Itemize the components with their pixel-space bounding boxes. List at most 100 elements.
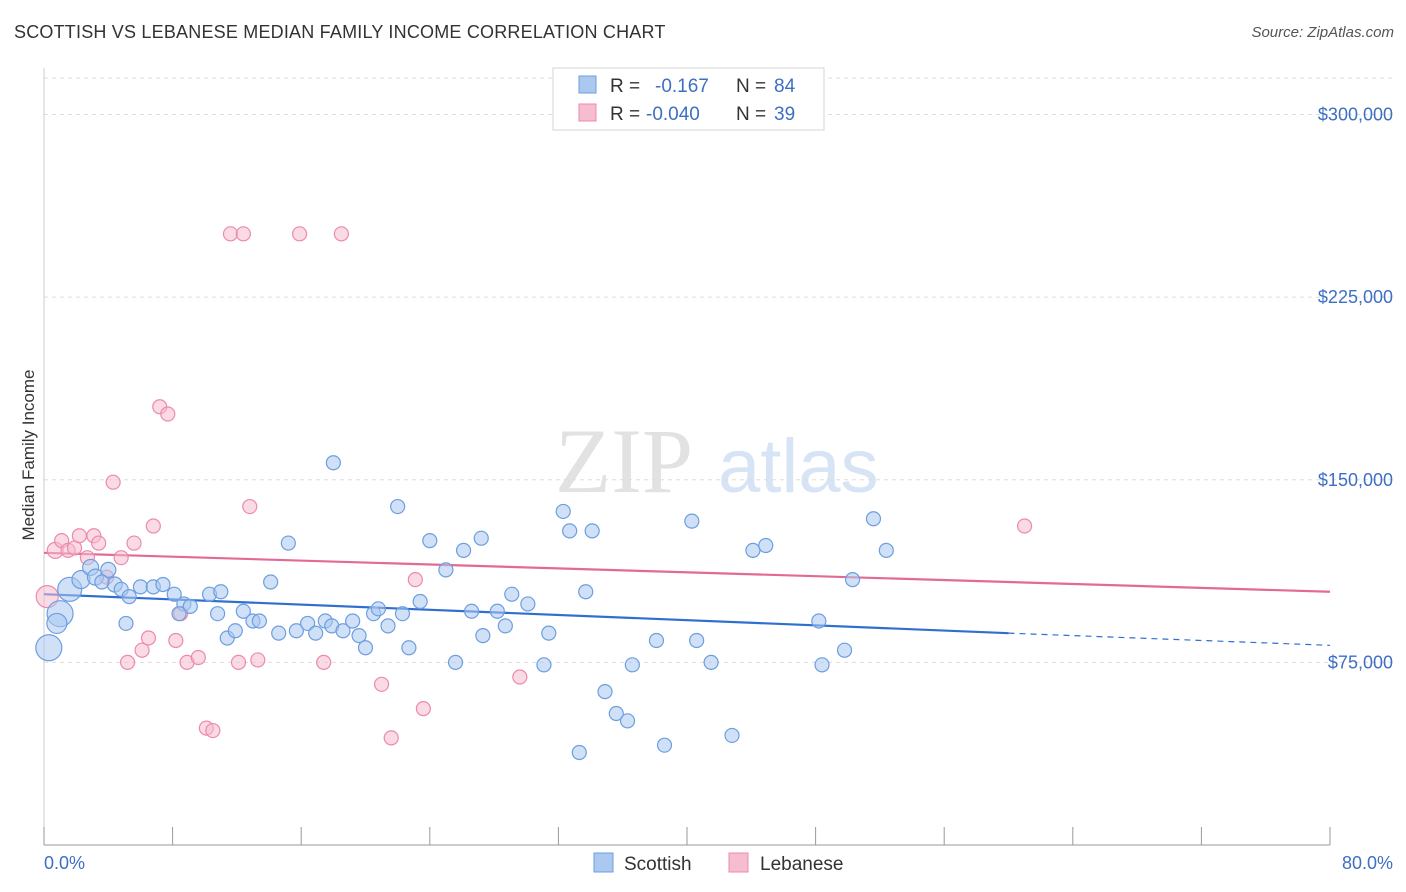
scottish-point-30	[308, 625, 324, 641]
scottish-point-81	[118, 615, 134, 632]
trend-lines	[43, 551, 1331, 646]
scottish-point-76	[814, 657, 830, 673]
y-tick-label-1: $150,000	[1318, 470, 1393, 490]
scottish-point-67	[648, 632, 665, 649]
legend-r-label-lebanese: R =	[610, 104, 640, 125]
scottish-point-62	[597, 683, 613, 700]
source-label: Source: ZipAtlas.com	[1251, 24, 1394, 41]
legend-n-label-scottish: N =	[736, 76, 766, 97]
bottom-legend-label-lebanese: Lebanese	[760, 854, 843, 875]
scottish-point-21	[227, 623, 243, 639]
legend-box	[552, 67, 825, 131]
scottish-point-79	[865, 511, 882, 527]
scottish-point-68	[656, 737, 673, 753]
bottom-legend-swatch-scottish	[593, 852, 614, 873]
scottish-point-26	[271, 625, 287, 641]
lebanese-point-31	[316, 654, 332, 670]
scottish-point-33	[325, 455, 341, 471]
lebanese-point-35	[407, 571, 423, 588]
scottish-point-37	[357, 640, 374, 656]
lebanese-point-38	[1016, 518, 1033, 534]
lebanese-point-13	[126, 535, 142, 551]
scottish-point-24	[251, 613, 268, 629]
legend-swatch-lebanese	[578, 103, 597, 122]
watermark-zip: ZIP	[555, 410, 693, 512]
lebanese-point-10	[105, 474, 121, 490]
scottish-point-48	[455, 542, 472, 558]
y-tick-label-0: $75,000	[1328, 652, 1393, 672]
y-axis-label: Median Family Income	[19, 369, 38, 540]
scottish-point-57	[541, 625, 557, 641]
scottish-point-80	[878, 542, 894, 558]
lebanese-point-34	[383, 730, 399, 746]
watermark: ZIP atlas	[555, 410, 879, 512]
lebanese-point-11	[113, 550, 129, 566]
scottish-point-46	[438, 562, 454, 578]
grid-lines	[44, 77, 1393, 663]
scottish-point-9	[94, 574, 110, 590]
scottish-point-61	[584, 523, 600, 539]
lebanese-point-33	[373, 676, 390, 692]
lebanese-point-15	[140, 630, 157, 646]
scottish-point-44	[412, 593, 428, 610]
scottish-point-47	[447, 654, 464, 670]
legend-n-label-lebanese: N =	[736, 104, 766, 125]
scottish-point-74	[758, 537, 774, 554]
scottish-point-49	[463, 603, 480, 619]
lebanese-point-27	[235, 226, 251, 242]
scottish-point-75	[811, 613, 827, 629]
scottish-point-83	[213, 584, 229, 600]
legend-r-label-scottish: R =	[610, 76, 640, 97]
scottish-point-34	[335, 623, 351, 639]
x-tick-label-max: 80.0%	[1342, 853, 1393, 873]
lebanese-point-12	[119, 654, 136, 670]
bottom-legend-label-scottish: Scottish	[624, 854, 692, 875]
scottish-point-54	[504, 586, 520, 602]
lebanese-point-19	[168, 632, 184, 649]
lebanese-point-8	[91, 535, 107, 551]
scottish-point-35	[345, 613, 361, 629]
series-lebanese-points	[35, 226, 1033, 746]
scottish-point-58	[555, 503, 571, 520]
legend: R = -0.167 N = 84 R = -0.040 N = 39	[552, 67, 825, 131]
trend-line-scottish-extension	[1008, 632, 1331, 646]
scottish-point-43	[401, 640, 417, 656]
legend-r-value-scottish: -0.167	[655, 76, 709, 97]
scottish-point-72	[724, 727, 740, 744]
lebanese-point-14	[134, 642, 150, 658]
scottish-point-14	[155, 576, 171, 593]
lebanese-point-28	[242, 498, 258, 515]
bottom-legend-swatch-lebanese	[728, 852, 749, 873]
axes	[43, 68, 1331, 846]
scottish-point-71	[703, 654, 719, 670]
legend-n-value-scottish: 84	[774, 76, 796, 97]
scottish-point-64	[619, 713, 636, 729]
scottish-point-78	[844, 571, 861, 588]
scottish-point-27	[280, 535, 296, 551]
y-tick-label-3: $300,000	[1318, 105, 1393, 125]
lebanese-point-22	[190, 649, 206, 666]
scottish-point-3	[46, 612, 68, 635]
scottish-point-59	[562, 523, 578, 539]
chart-title: SCOTTISH VS LEBANESE MEDIAN FAMILY INCOM…	[14, 22, 666, 42]
scottish-point-42	[394, 606, 411, 622]
scottish-point-70	[689, 632, 705, 649]
lebanese-point-16	[145, 518, 161, 534]
scottish-point-82	[171, 606, 187, 622]
lebanese-point-24	[205, 722, 221, 739]
lebanese-point-29	[250, 652, 266, 668]
lebanese-point-37	[512, 669, 528, 685]
scottish-point-15	[166, 586, 182, 602]
lebanese-point-0	[35, 585, 59, 609]
scottish-point-0	[35, 634, 63, 662]
scottish-point-52	[489, 603, 505, 619]
lebanese-point-25	[222, 226, 239, 242]
scottish-point-55	[520, 596, 536, 612]
y-tick-label-2: $225,000	[1318, 287, 1393, 307]
x-tick-label-min: 0.0%	[44, 853, 85, 873]
scottish-point-51	[473, 530, 489, 546]
scottish-point-66	[571, 744, 587, 761]
scottish-point-39	[370, 601, 386, 617]
series-scottish-points	[35, 455, 894, 761]
